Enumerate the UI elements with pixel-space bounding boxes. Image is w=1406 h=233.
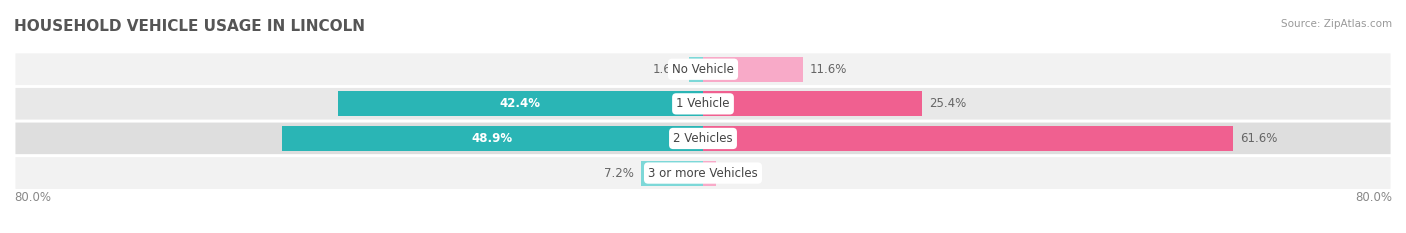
Text: 7.2%: 7.2% — [605, 167, 634, 180]
Bar — [703, 126, 1233, 151]
FancyBboxPatch shape — [14, 156, 1392, 190]
Bar — [703, 57, 803, 82]
Text: 2 Vehicles: 2 Vehicles — [673, 132, 733, 145]
FancyBboxPatch shape — [14, 121, 1392, 156]
Text: 11.6%: 11.6% — [810, 63, 848, 76]
Bar — [337, 91, 703, 116]
Text: 1.6%: 1.6% — [652, 63, 682, 76]
FancyBboxPatch shape — [14, 86, 1392, 121]
Bar — [689, 57, 703, 82]
Text: 80.0%: 80.0% — [1355, 191, 1392, 204]
Text: No Vehicle: No Vehicle — [672, 63, 734, 76]
Bar — [703, 91, 922, 116]
Text: 1.5%: 1.5% — [723, 167, 752, 180]
Text: 80.0%: 80.0% — [14, 191, 51, 204]
Bar — [281, 126, 703, 151]
Text: 3 or more Vehicles: 3 or more Vehicles — [648, 167, 758, 180]
Text: 25.4%: 25.4% — [928, 97, 966, 110]
FancyBboxPatch shape — [14, 52, 1392, 86]
Text: 1 Vehicle: 1 Vehicle — [676, 97, 730, 110]
Text: HOUSEHOLD VEHICLE USAGE IN LINCOLN: HOUSEHOLD VEHICLE USAGE IN LINCOLN — [14, 19, 366, 34]
Bar — [703, 161, 716, 185]
Bar — [641, 161, 703, 185]
Text: 48.9%: 48.9% — [472, 132, 513, 145]
Text: 42.4%: 42.4% — [501, 97, 541, 110]
Text: 61.6%: 61.6% — [1240, 132, 1278, 145]
Text: Source: ZipAtlas.com: Source: ZipAtlas.com — [1281, 19, 1392, 29]
